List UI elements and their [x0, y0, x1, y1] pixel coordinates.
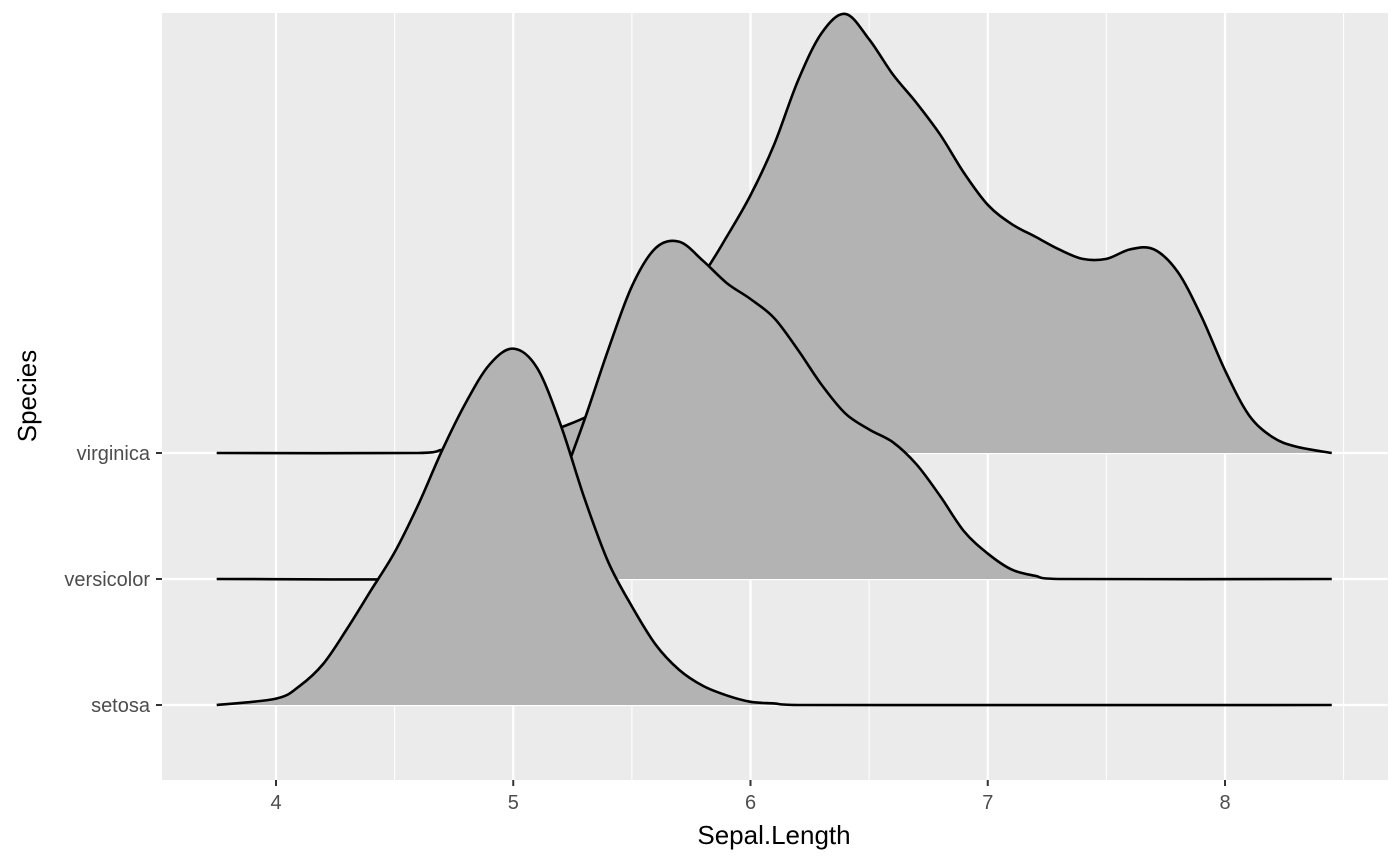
y-tick-label-virginica: virginica: [77, 443, 151, 465]
ridge-fill-setosa: [216, 348, 1332, 706]
ridge-setosa: [216, 347, 1332, 707]
x-tick-label: 8: [1219, 792, 1230, 814]
ridge-line-setosa: [216, 347, 1332, 707]
x-tick-label: 4: [270, 792, 281, 814]
ridge-fill-versicolor: [216, 240, 1332, 580]
x-axis: 4 5 6 7 8: [270, 780, 1231, 814]
x-axis-title: Sepal.Length: [697, 820, 850, 850]
x-tick-label: 5: [508, 792, 519, 814]
density-ridges: [216, 12, 1332, 707]
x-tick-label: 7: [982, 792, 993, 814]
x-tick-label: 6: [745, 792, 756, 814]
y-axis-title: Species: [12, 350, 42, 443]
y-axis: setosa versicolor virginica: [64, 443, 162, 717]
ridge-fill-virginica: [216, 13, 1332, 454]
y-tick-label-setosa: setosa: [91, 695, 151, 717]
y-tick-label-versicolor: versicolor: [64, 569, 150, 591]
